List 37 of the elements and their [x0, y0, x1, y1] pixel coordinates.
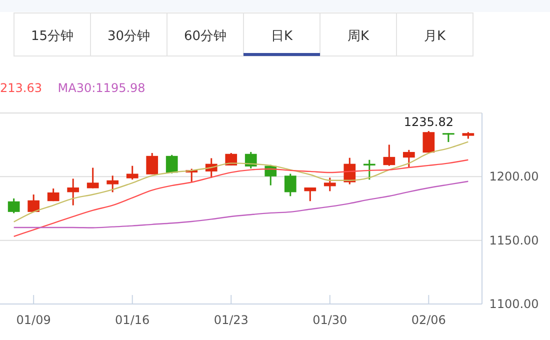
candlestick	[67, 178, 80, 206]
candlestick	[47, 188, 60, 202]
text: 日K	[270, 29, 293, 44]
candlestick	[8, 198, 20, 214]
candlestick	[422, 130, 435, 154]
candlestick	[126, 165, 138, 180]
x-tick-label: 01/23	[214, 313, 248, 327]
candlestick	[146, 152, 158, 176]
candlestick	[86, 167, 99, 190]
candlestick	[304, 186, 316, 202]
x-tick-label: 01/30	[312, 313, 348, 327]
x-tick-label: 01/16	[115, 313, 150, 327]
text: 月K	[424, 29, 446, 44]
text: 60分钟	[184, 29, 227, 44]
line-series	[13, 159, 469, 237]
x-tick-label: 01/09	[16, 313, 51, 327]
y-tick-label: 1200.00	[489, 170, 539, 184]
candlestick	[28, 194, 40, 213]
candlestick	[106, 174, 119, 193]
annotation: 1235.82	[404, 115, 454, 130]
candlestick	[244, 151, 257, 170]
candlestick	[383, 144, 396, 167]
candlestick	[402, 149, 415, 169]
candlestick	[166, 154, 178, 174]
candlestick	[324, 176, 336, 192]
text: 213.63	[0, 81, 42, 95]
text: 30分钟	[107, 29, 150, 44]
y-tick-label: 1100.00	[489, 297, 539, 311]
text: 周K	[347, 29, 370, 44]
x-tick-label: 02/06	[411, 313, 446, 327]
candlestick	[284, 172, 296, 197]
candlestick	[363, 159, 376, 180]
text: MA30:1195.98	[58, 81, 146, 95]
text: 15分钟	[30, 29, 74, 44]
line-series	[13, 180, 469, 228]
line-series	[13, 141, 469, 222]
y-tick-label: 1150.00	[489, 233, 539, 248]
